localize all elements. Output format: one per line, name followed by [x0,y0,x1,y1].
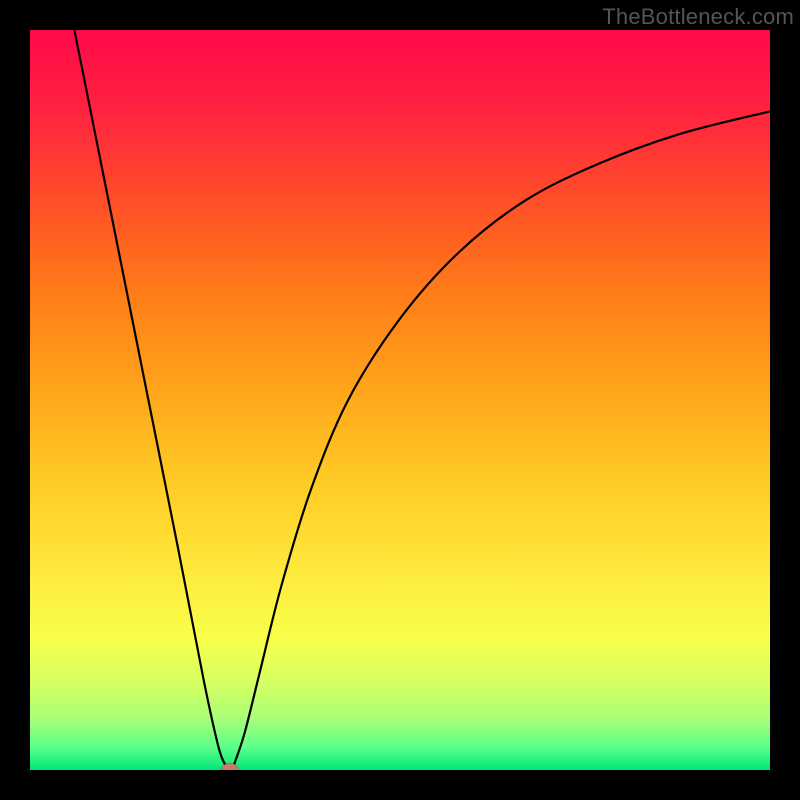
plot-area [30,30,770,770]
bottleneck-curve [74,30,770,766]
minimum-marker [221,763,239,770]
watermark-text: TheBottleneck.com [602,4,794,30]
chart-container: TheBottleneck.com [0,0,800,800]
curve-layer [30,30,770,770]
